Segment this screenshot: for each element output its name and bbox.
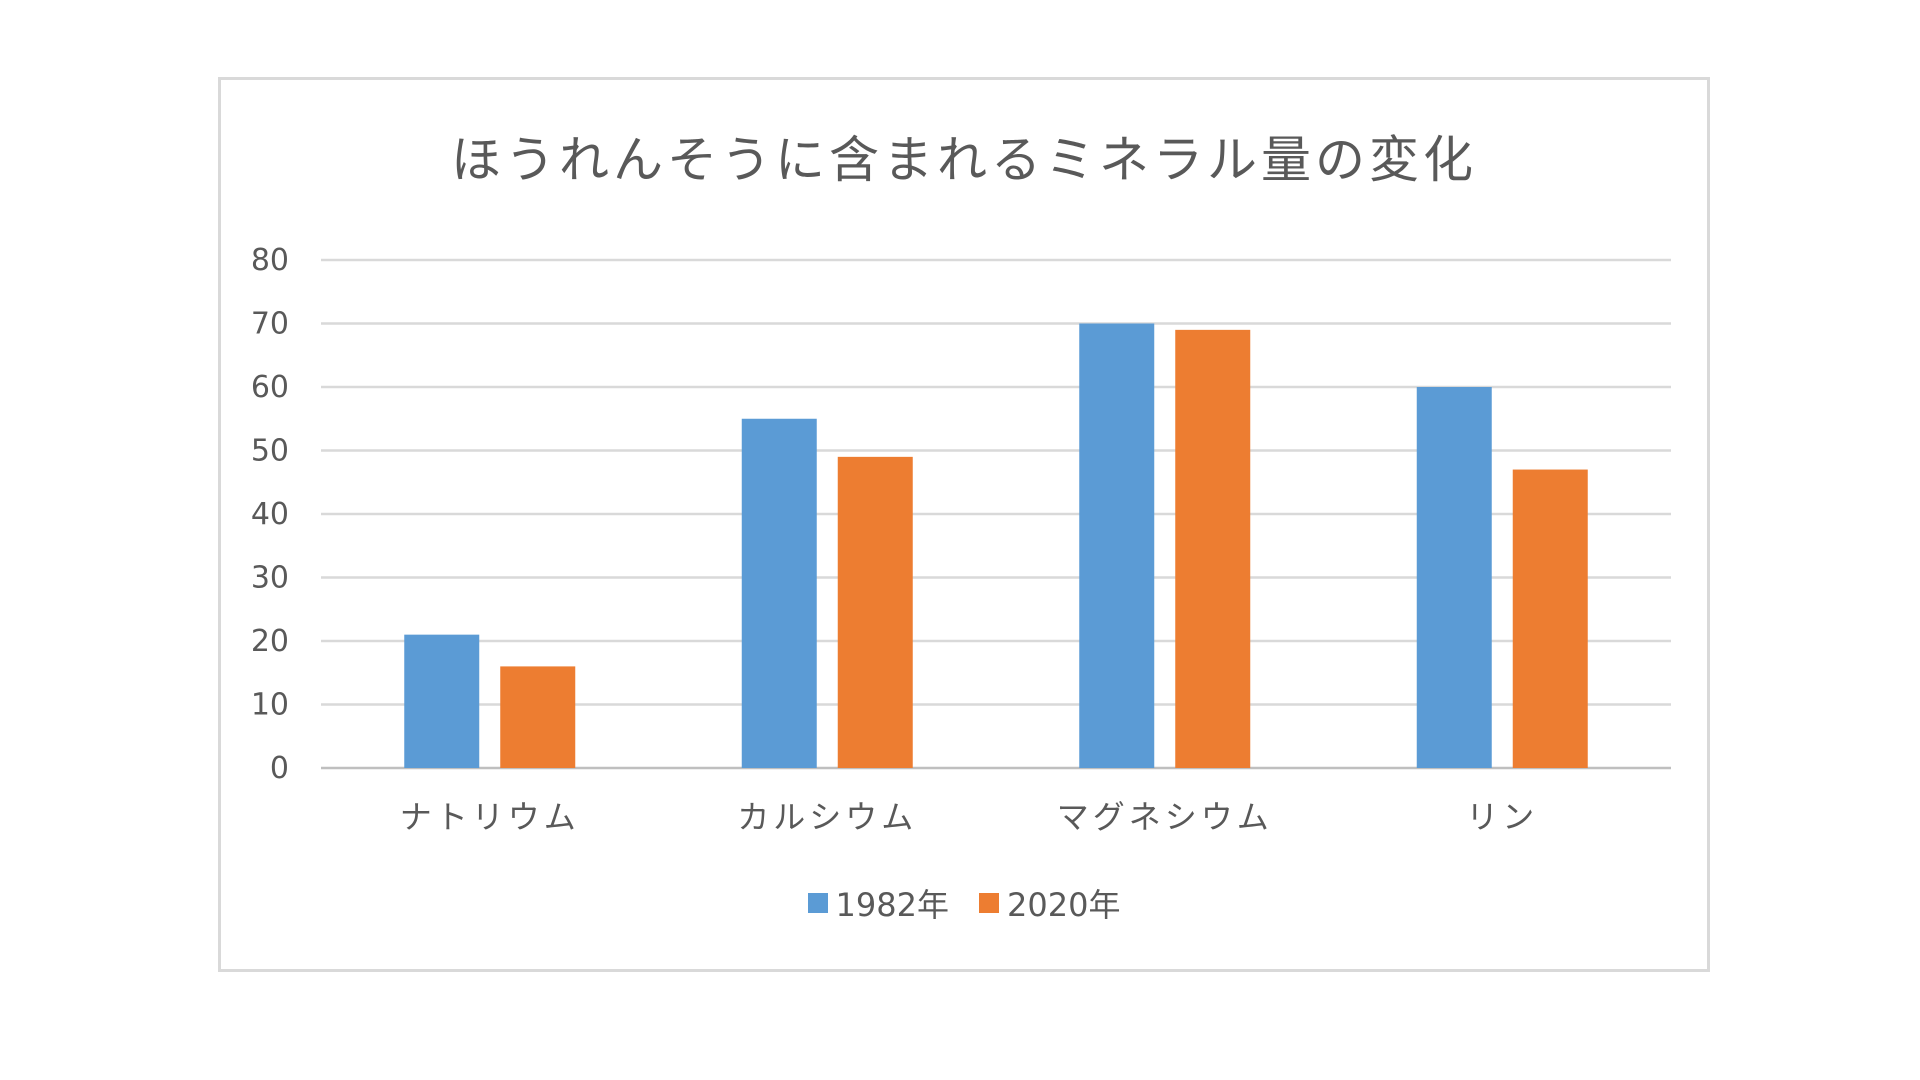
chart-title: ほうれんそうに含まれるミネラル量の変化	[451, 131, 1477, 189]
chart-frame: ほうれんそうに含まれるミネラル量の変化 0 10 20 30 40 50 60 70 80 ナトリ…	[218, 77, 1710, 972]
chart-legend: 1982年 2020年	[221, 880, 1707, 926]
y-tick-label-30: 30	[251, 561, 289, 596]
bar-1-series-1	[837, 456, 913, 768]
x-tick-label-0: ナトリウム	[400, 798, 580, 836]
x-tick-label-1: カルシウム	[737, 798, 917, 836]
legend-swatch-2020	[979, 893, 999, 913]
y-tick-label-10: 10	[251, 688, 289, 723]
y-tick-label-40: 40	[251, 497, 289, 532]
y-tick-label-0: 0	[270, 751, 289, 786]
legend-label-1982: 1982年	[835, 886, 949, 924]
bar-3-series-0	[1416, 387, 1492, 768]
bar-2-series-0	[1079, 323, 1155, 768]
bar-3-series-1	[1512, 469, 1588, 768]
bar-0-series-1	[500, 666, 576, 768]
y-tick-label-80: 80	[251, 243, 289, 278]
x-tick-label-3: リン	[1466, 798, 1538, 836]
y-tick-label-60: 60	[251, 370, 289, 405]
legend-item-1982: 1982年	[807, 880, 949, 926]
legend-label-2020: 2020年	[1007, 886, 1121, 924]
legend-item-2020: 2020年	[979, 880, 1120, 926]
chart-plot-area: 0 10 20 30 40 50 60 70 80 ナトリウム カルシウム マグネシウム リン	[251, 243, 1671, 836]
y-tick-label-50: 50	[251, 434, 289, 469]
bar-0-series-0	[404, 634, 480, 768]
x-tick-label-2: マグネシウム	[1057, 798, 1273, 836]
bar-2-series-1	[1175, 329, 1251, 768]
bar-1-series-0	[741, 418, 817, 768]
y-tick-label-70: 70	[251, 307, 289, 342]
y-tick-label-20: 20	[251, 624, 289, 659]
legend-swatch-1982	[807, 893, 828, 913]
